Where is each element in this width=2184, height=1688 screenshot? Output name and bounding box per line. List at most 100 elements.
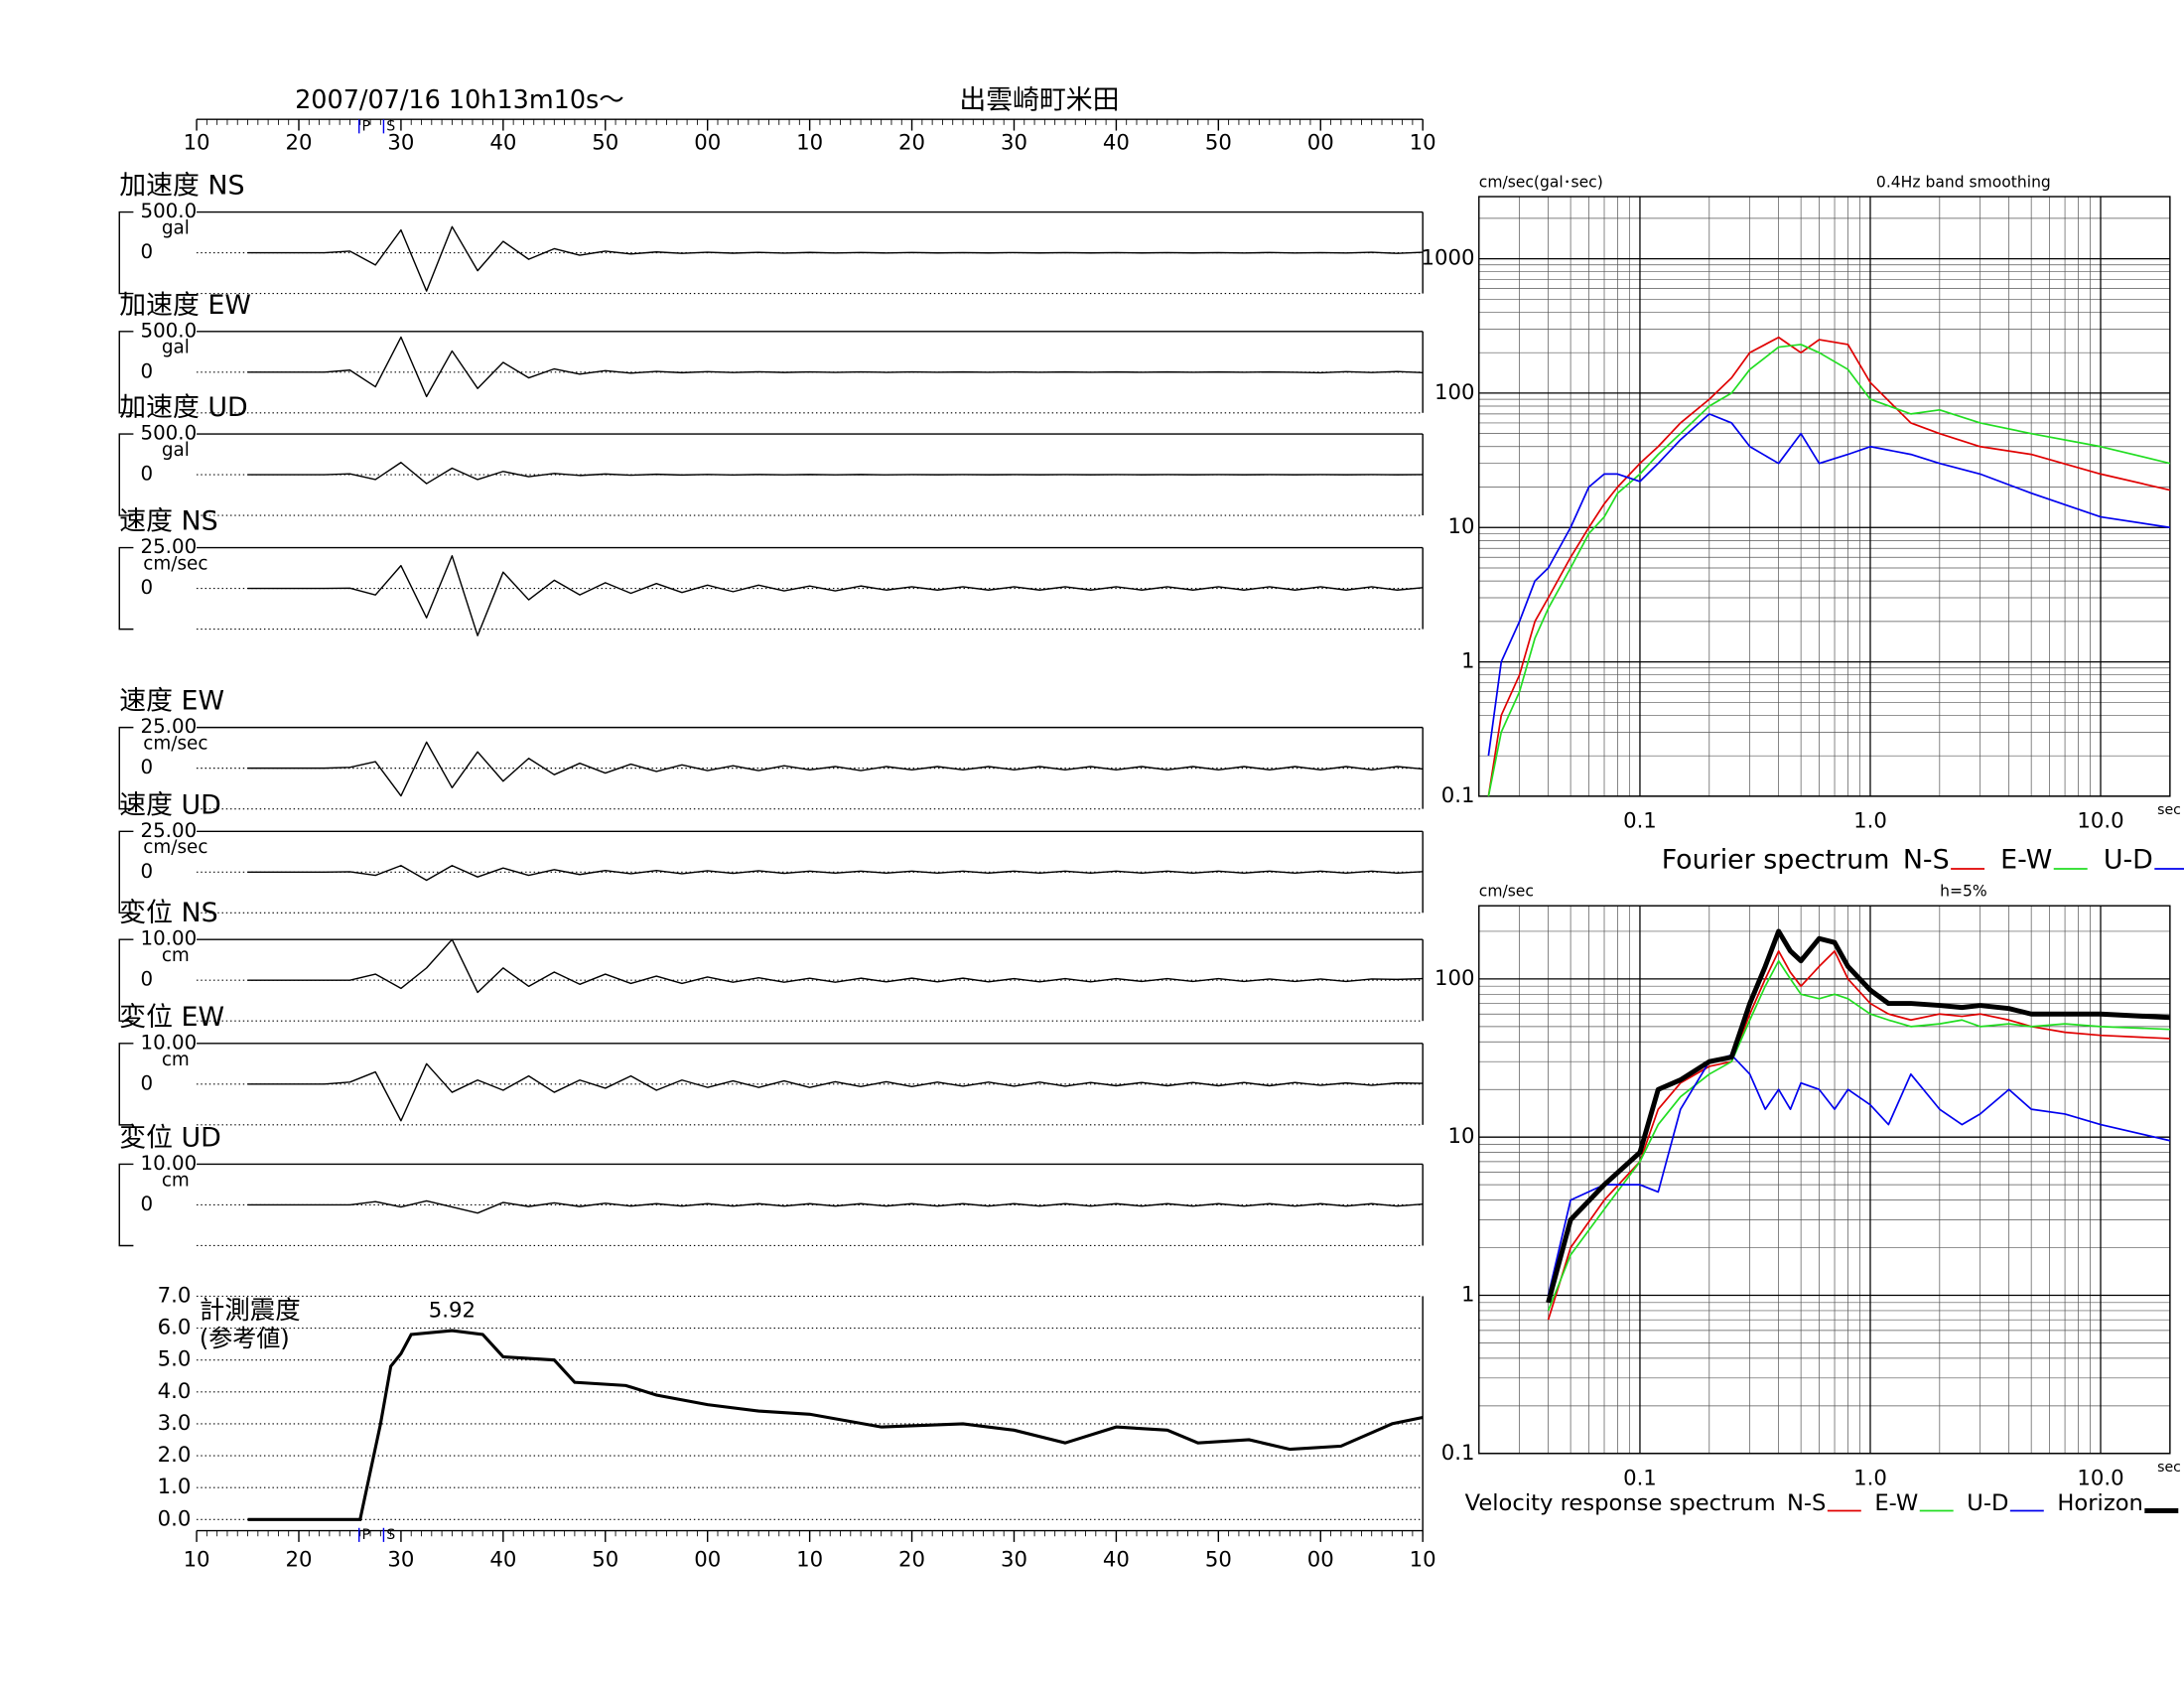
y-tick-label: 0.1 [1441, 1441, 1475, 1466]
x-tick-label: 30 [1001, 1547, 1027, 1572]
y-tick-label: 25.00 [140, 715, 197, 738]
x-tick-label: 10 [796, 130, 823, 155]
series-line [1546, 928, 2170, 1304]
y-tick-label: 10 [1448, 1124, 1475, 1149]
y-tick-label: 10.00 [140, 1031, 197, 1054]
x-tick-label: 40 [489, 130, 516, 155]
y-tick-label: 1 [1461, 649, 1475, 674]
y-tick-label: 25.00 [140, 819, 197, 842]
bracket [118, 211, 134, 295]
panel-label: 速度 UD [119, 789, 221, 820]
legend-label: E-W [1874, 1490, 1918, 1516]
x-tick-label: 10 [1410, 1547, 1436, 1572]
x-tick-label: 00 [1307, 1547, 1334, 1572]
x-tick-label: 20 [286, 1547, 313, 1572]
y-tick-label: 3.0 [158, 1411, 192, 1436]
panel-label: 加速度 EW [119, 290, 251, 321]
legend-label: N-S [1787, 1490, 1826, 1516]
trace [247, 1062, 1424, 1122]
x-tick-label: 10 [796, 1547, 823, 1572]
x-tick-label: 00 [694, 130, 721, 155]
x-tick-label: 00 [694, 1547, 721, 1572]
y-tick-label: 500.0 [140, 200, 197, 222]
panel-label: 変位 NS [119, 898, 217, 928]
x-axis-label: sec [2157, 802, 2181, 818]
bracket [118, 830, 134, 914]
panel-label: 変位 UD [119, 1123, 221, 1154]
x-tick-label: 10 [184, 1547, 210, 1572]
intensity-title: 計測震度 [200, 1296, 301, 1326]
x-tick-label: 30 [387, 130, 414, 155]
bracket [118, 938, 134, 1022]
bracket [118, 546, 134, 631]
legend-label: N-S [1903, 844, 1950, 875]
bracket [118, 331, 134, 414]
y-tick-label: 0.0 [158, 1506, 192, 1531]
y-tick-label: 0 [140, 1071, 153, 1094]
x-tick-label: 0.1 [1623, 808, 1657, 833]
x-tick-label: 10 [184, 130, 210, 155]
y-tick-label: 100 [1434, 966, 1474, 991]
phase-label: P [362, 1527, 371, 1543]
y-tick-label: 0 [140, 576, 153, 599]
y-tick-label: 6.0 [158, 1316, 192, 1340]
panel-label: 加速度 UD [119, 392, 247, 423]
legend-label: Horizon [2057, 1490, 2143, 1516]
unit-label: cm/sec [143, 837, 207, 858]
x-tick-label: 30 [387, 1547, 414, 1572]
unit-label: cm [162, 945, 190, 966]
bracket [118, 726, 134, 810]
y-tick-label: 10 [1448, 514, 1475, 539]
legend-label: U-D [1967, 1490, 2008, 1516]
unit-label: cm [162, 1050, 190, 1070]
legend-title: Velocity response spectrum [1465, 1490, 1776, 1516]
unit-label: cm/sec [143, 554, 207, 575]
y-axis-label: cm/sec [1479, 883, 1534, 901]
phase-label: S [386, 1527, 395, 1543]
x-tick-label: 0.1 [1623, 1466, 1657, 1490]
y-tick-label: 2.0 [158, 1443, 192, 1468]
plot-frame [1478, 196, 2171, 797]
x-tick-label: 10 [1410, 130, 1436, 155]
panel-label: 速度 NS [119, 506, 217, 537]
unit-label: gal [162, 218, 190, 239]
unit-label: gal [162, 338, 190, 358]
series-line [1487, 413, 2170, 757]
x-tick-label: 10.0 [2077, 1466, 2123, 1490]
y-tick-label: 5.0 [158, 1347, 192, 1372]
bracket [118, 433, 134, 516]
y-tick-label: 7.0 [158, 1283, 192, 1308]
y-tick-label: 1000 [1422, 246, 1475, 271]
intensity-line [247, 1329, 1424, 1521]
trace [247, 336, 1424, 398]
trace [247, 938, 1424, 994]
peak-label: 5.92 [429, 1298, 476, 1323]
y-tick-label: 0 [140, 860, 153, 883]
y-tick-label: 0 [140, 359, 153, 382]
y-tick-label: 25.00 [140, 535, 197, 558]
trace [247, 462, 1424, 485]
series-line [1547, 959, 2170, 1312]
panel-label: 変位 EW [119, 1002, 224, 1033]
x-tick-label: 50 [592, 130, 618, 155]
y-tick-label: 0 [140, 463, 153, 486]
x-tick-label: 20 [286, 130, 313, 155]
y-tick-label: 500.0 [140, 422, 197, 445]
y-tick-label: 0 [140, 968, 153, 991]
x-tick-label: 10.0 [2077, 808, 2123, 833]
trace [247, 865, 1424, 882]
panel-label: 加速度 NS [119, 171, 244, 202]
trace [247, 1199, 1424, 1214]
x-tick-label: 20 [898, 130, 925, 155]
x-tick-label: 1.0 [1853, 808, 1887, 833]
series-line [1487, 336, 2171, 797]
annotation: h=5% [1940, 883, 1987, 901]
unit-label: cm [162, 1170, 190, 1191]
station-name: 出雲崎町米田 [959, 84, 1119, 115]
x-tick-label: 1.0 [1853, 1466, 1887, 1490]
phase-label: P [362, 118, 371, 134]
trace [247, 741, 1424, 797]
x-tick-label: 00 [1307, 130, 1334, 155]
